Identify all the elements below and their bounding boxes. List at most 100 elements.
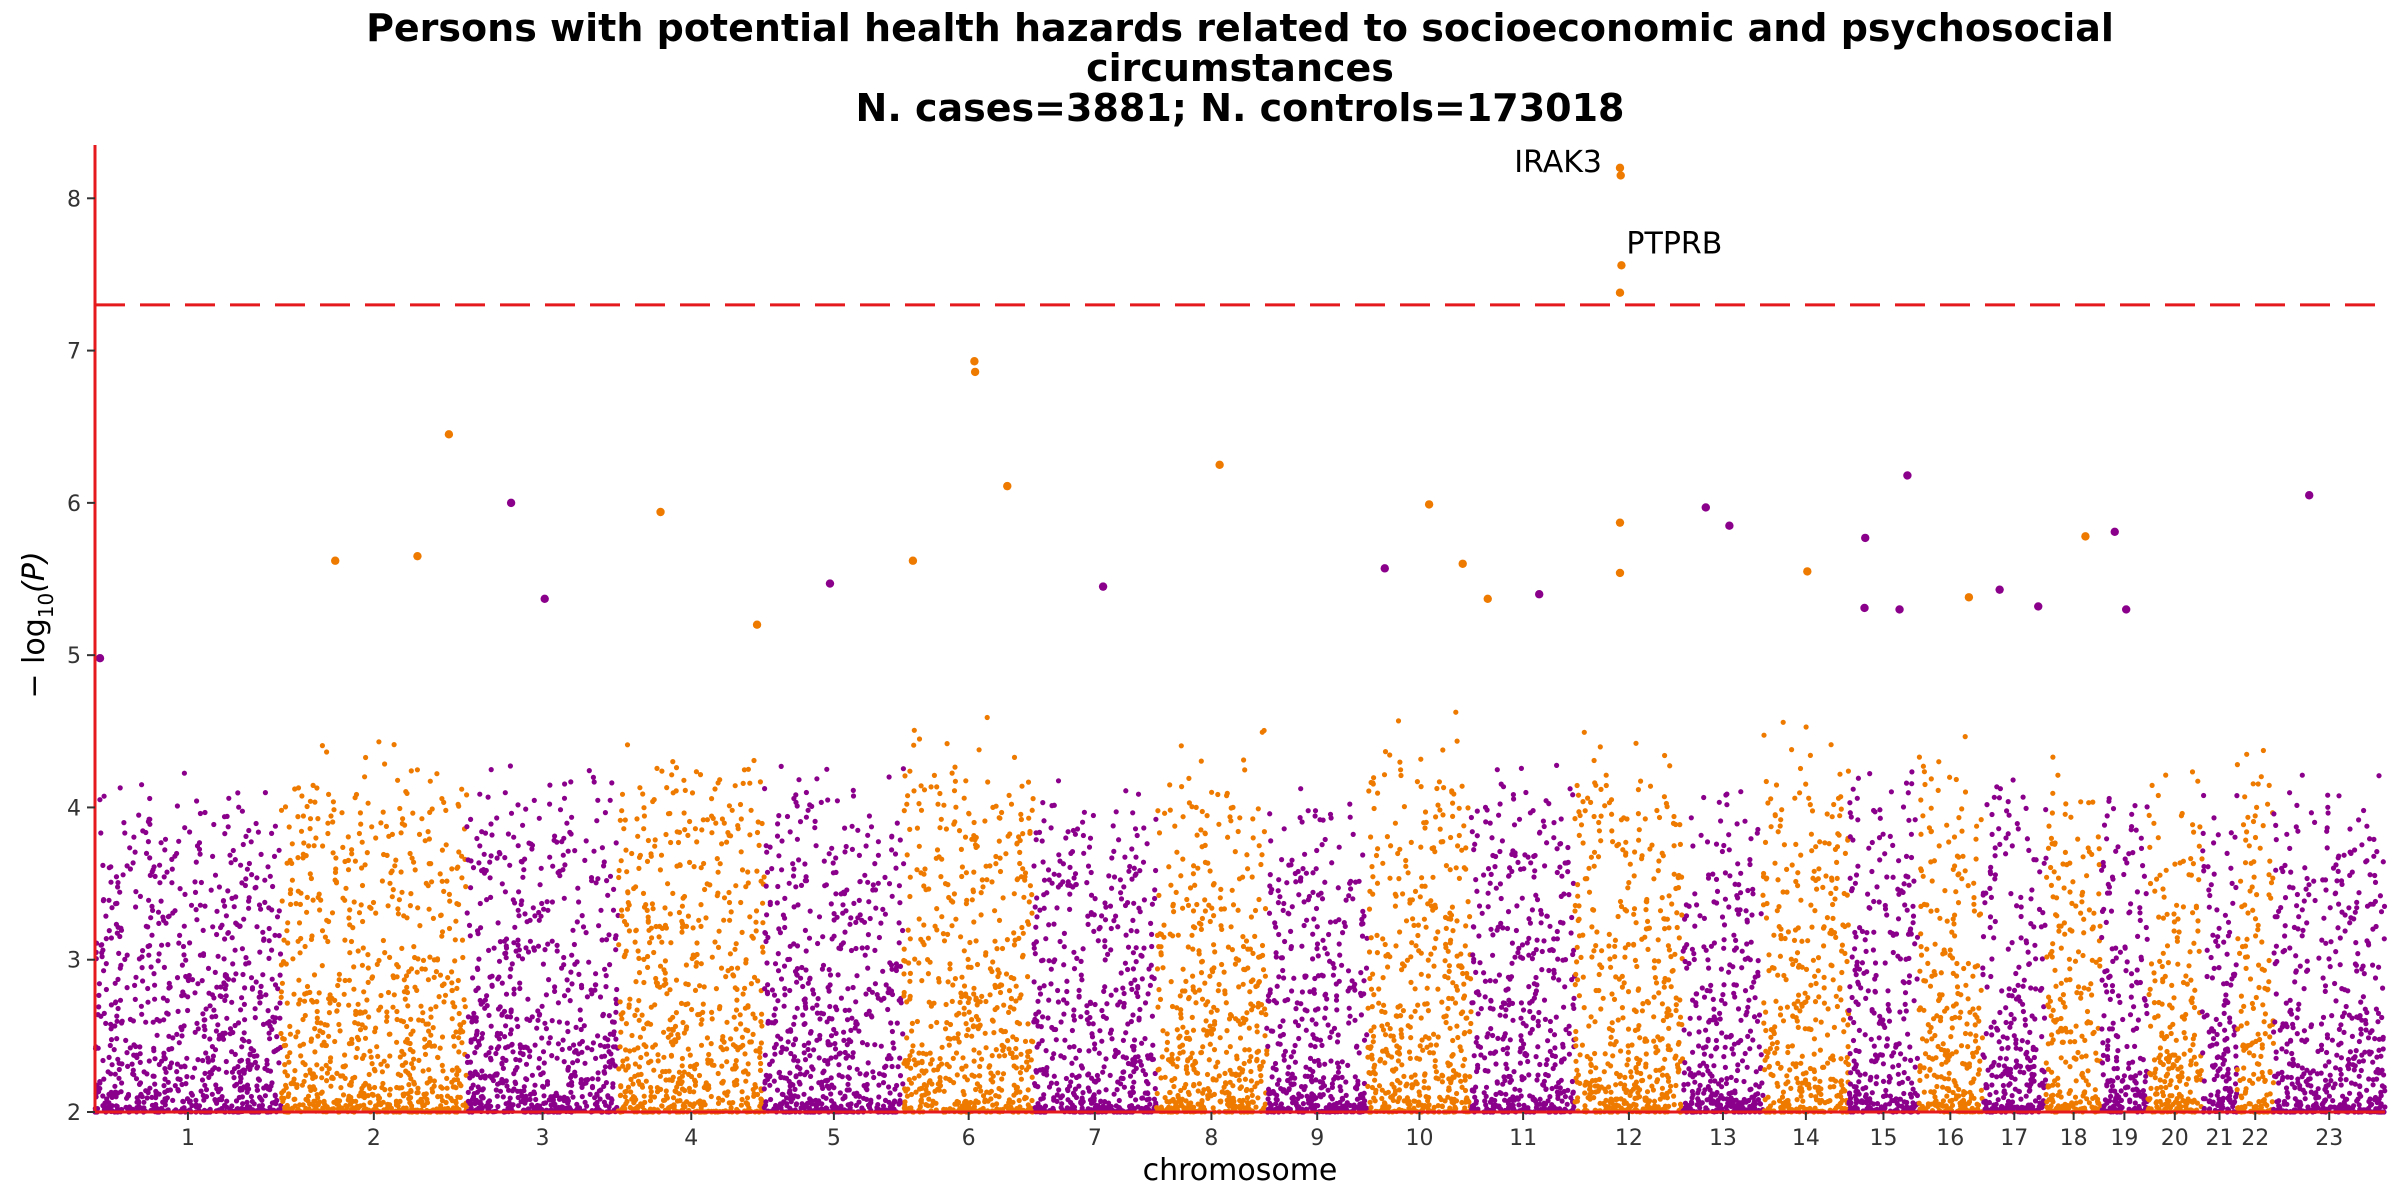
chromosome-1-point-cloud xyxy=(92,770,284,1115)
chromosome-8-point-cloud xyxy=(1154,727,1270,1115)
chromosome-10-points xyxy=(1365,709,1474,1115)
x-tick-label: 19 xyxy=(2110,1126,2138,1151)
chromosome-21-point-cloud xyxy=(2199,792,2240,1115)
snp-point xyxy=(331,556,340,565)
chromosome-2-point-cloud xyxy=(278,739,470,1115)
chromosome-12-points xyxy=(1572,729,1686,1115)
y-axis-title-subscript: 10 xyxy=(34,593,58,618)
x-tick-label: 12 xyxy=(1615,1126,1643,1151)
x-tick-label: 18 xyxy=(2060,1126,2088,1151)
snp-point xyxy=(1380,564,1389,573)
gene-label-ptprb: PTPRB xyxy=(1626,226,1722,261)
chromosome-17-point-cloud xyxy=(1980,777,2049,1115)
snp-point xyxy=(825,579,835,588)
snp-point xyxy=(1098,582,1108,591)
y-tick-label: 3 xyxy=(67,949,81,974)
snp-point xyxy=(752,620,762,629)
snp-point xyxy=(1615,288,1625,297)
snp-point xyxy=(1861,533,1870,543)
y-tick-label: 5 xyxy=(67,644,81,669)
chromosome-2-points xyxy=(278,739,470,1115)
chromosome-19-point-cloud xyxy=(2099,795,2150,1115)
x-tick-label: 11 xyxy=(1509,1126,1537,1151)
x-tick-label: 6 xyxy=(962,1126,976,1151)
snp-point xyxy=(1615,163,1625,173)
x-tick-label: 9 xyxy=(1310,1126,1324,1151)
y-axis-title-paren: (P) xyxy=(17,551,52,593)
chromosome-7-points xyxy=(1031,778,1159,1115)
snp-point xyxy=(444,430,454,439)
x-tick-label: 15 xyxy=(1869,1126,1897,1151)
snp-point xyxy=(2034,602,2043,611)
chart-title-line-3: N. cases=3881; N. controls=173018 xyxy=(855,86,1625,130)
chromosome-3-points xyxy=(464,763,621,1115)
y-tick-label: 4 xyxy=(67,796,81,821)
snp-point xyxy=(1803,567,1812,576)
y-tick-label: 7 xyxy=(67,340,81,365)
y-axis-ticks: 2 3 4 5 6 7 8 xyxy=(67,187,95,1126)
chromosome-3-point-cloud xyxy=(464,763,621,1115)
chromosome-4-points xyxy=(615,742,767,1115)
y-axis-title-main: − log xyxy=(17,618,52,698)
snp-point xyxy=(1424,500,1434,509)
gene-annotations: IRAK3 PTPRB xyxy=(1514,145,1722,261)
chromosome-11-points xyxy=(1468,762,1578,1115)
x-tick-label: 16 xyxy=(1936,1126,1964,1151)
snp-point xyxy=(1003,481,1012,491)
snp-point xyxy=(1458,559,1467,568)
chromosome-15-points xyxy=(1846,769,1921,1115)
chromosome-16-point-cloud xyxy=(1916,733,1985,1115)
chromosome-17-points xyxy=(1980,777,2049,1115)
snp-point xyxy=(1617,261,1626,270)
chromosome-15-point-cloud xyxy=(1846,769,1921,1115)
snp-point xyxy=(506,498,516,508)
snp-point xyxy=(2081,532,2090,541)
chromosome-23-points xyxy=(2271,772,2388,1115)
x-tick-label: 3 xyxy=(536,1126,550,1151)
chromosome-21-points xyxy=(2199,792,2240,1115)
chromosome-18-point-cloud xyxy=(2043,754,2104,1115)
snp-point xyxy=(1725,521,1734,530)
x-tick-label: 23 xyxy=(2315,1126,2343,1151)
chromosome-4-point-cloud xyxy=(615,742,767,1115)
snp-point-cloud xyxy=(92,709,2388,1115)
chromosome-9-points xyxy=(1264,786,1370,1115)
notable-snp-points xyxy=(95,163,2314,663)
snp-point xyxy=(1535,590,1544,599)
chromosome-20-point-cloud xyxy=(2145,769,2205,1115)
chromosome-5-points xyxy=(761,763,907,1115)
x-tick-label: 1 xyxy=(181,1126,195,1151)
chart-title-line-1: Persons with potential health hazards re… xyxy=(366,6,2114,50)
snp-point xyxy=(2121,605,2131,614)
x-tick-label: 21 xyxy=(2205,1126,2233,1151)
x-tick-label: 4 xyxy=(684,1126,698,1151)
chart-title-line-2: circumstances xyxy=(1086,46,1394,90)
chromosome-14-point-cloud xyxy=(1760,719,1852,1115)
snp-point xyxy=(1964,593,1974,602)
chromosome-23-point-cloud xyxy=(2271,772,2388,1115)
snp-point xyxy=(95,653,105,663)
chromosome-18-points xyxy=(2043,754,2104,1115)
snp-point xyxy=(1483,594,1492,604)
chromosome-9-point-cloud xyxy=(1264,786,1370,1115)
x-tick-label: 17 xyxy=(2000,1126,2028,1151)
x-axis-ticks: 1 2 3 4 5 6 7 8 9 10 11 12 13 14 15 16 17 18 19 20 21 22 23 xyxy=(181,1112,2343,1151)
snp-point xyxy=(1995,585,2004,594)
x-tick-label: 7 xyxy=(1088,1126,1102,1151)
snp-point xyxy=(1903,471,1912,480)
chromosome-20-points xyxy=(2145,769,2205,1115)
snp-point xyxy=(1895,605,1904,614)
x-tick-label: 2 xyxy=(367,1126,381,1151)
chromosome-7-point-cloud xyxy=(1031,778,1159,1115)
chromosome-1-points xyxy=(92,770,284,1115)
chromosome-13-point-cloud xyxy=(1680,789,1766,1115)
y-tick-label: 8 xyxy=(67,187,81,212)
x-tick-label: 22 xyxy=(2241,1126,2269,1151)
snp-point xyxy=(2110,527,2119,536)
chromosome-19-points xyxy=(2099,795,2150,1115)
gene-label-irak3: IRAK3 xyxy=(1514,145,1602,180)
chromosome-22-points xyxy=(2234,747,2276,1115)
snp-point xyxy=(970,367,980,377)
snp-point xyxy=(1701,503,1710,512)
